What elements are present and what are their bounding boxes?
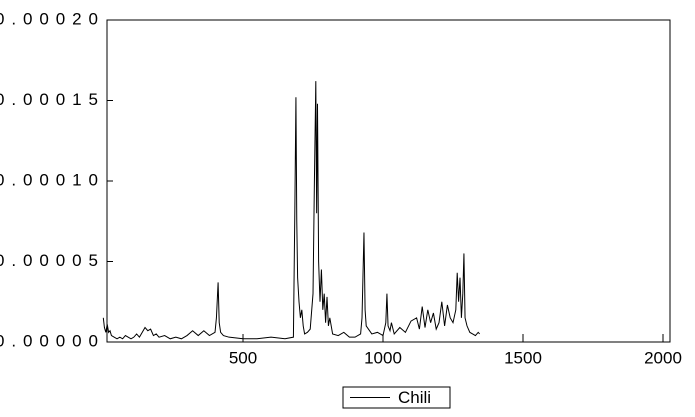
legend-label: Chili [398, 388, 431, 407]
x-tick-label: 2000 [644, 348, 682, 367]
y-tick-label: 0.00005 [0, 251, 98, 270]
y-tick-label: 0.00000 [0, 331, 98, 350]
y-tick-label: 0.00015 [0, 90, 98, 109]
series-line [102, 81, 480, 340]
x-tick-label: 1500 [504, 348, 542, 367]
y-tick-label: 0.00010 [0, 170, 98, 189]
x-tick-label: 500 [229, 348, 257, 367]
y-tick-label: 0.00020 [0, 9, 98, 28]
x-tick-label: 1000 [364, 348, 402, 367]
plot-frame [106, 19, 671, 343]
legend-box [342, 386, 451, 409]
